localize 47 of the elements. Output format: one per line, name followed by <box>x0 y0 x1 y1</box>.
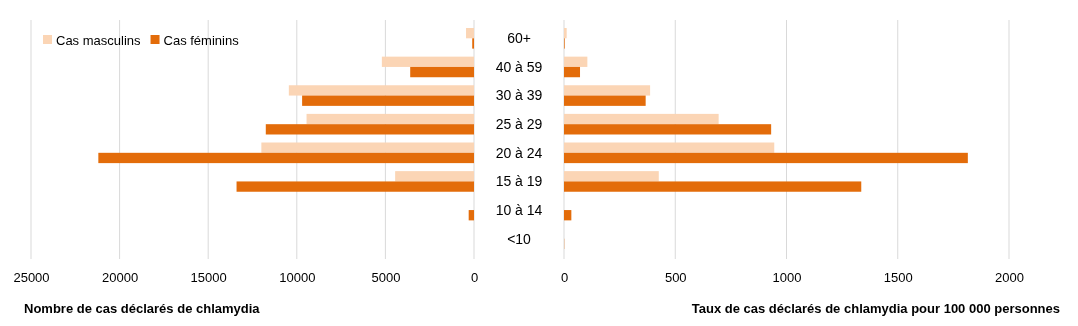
legend-label: Cas féminins <box>163 32 240 48</box>
y-tick-label: 10 à 14 <box>495 201 543 218</box>
x-tick-label: 20000 <box>102 270 139 286</box>
legend-label: Cas masculins <box>56 32 142 48</box>
x-tick-label: 1500 <box>883 270 913 286</box>
bar <box>564 142 775 153</box>
bar <box>306 113 474 125</box>
bar <box>564 56 588 67</box>
x-tick-label: 500 <box>664 270 687 286</box>
x-axis-title: Taux de cas déclarés de chlamydia pour 100 000 personnes <box>691 301 1060 316</box>
bar <box>564 124 772 135</box>
x-tick-label: 2000 <box>995 270 1024 286</box>
bar <box>564 28 567 39</box>
bar <box>564 210 572 221</box>
y-tick-label: 60+ <box>507 30 531 47</box>
y-tick-label: 20 à 24 <box>495 144 543 161</box>
x-tick-label: 10000 <box>279 270 316 286</box>
x-tick-label: 5000 <box>371 270 401 286</box>
bar <box>564 66 581 78</box>
y-tick-label: <10 <box>507 230 532 247</box>
bar <box>564 181 862 192</box>
y-tick-label: 25 à 29 <box>495 116 543 133</box>
bar <box>265 124 474 135</box>
bar <box>395 171 474 182</box>
y-tick-label: 15 à 19 <box>495 173 543 190</box>
bar <box>381 56 474 67</box>
bar <box>564 152 968 164</box>
bar <box>236 181 474 192</box>
bar <box>261 142 474 153</box>
bar <box>564 85 651 96</box>
bar <box>98 152 474 164</box>
x-tick-label: 0 <box>470 270 479 286</box>
bar <box>288 85 474 96</box>
bar <box>466 28 474 39</box>
bar <box>410 66 474 78</box>
bar <box>564 171 659 182</box>
bar <box>564 113 719 125</box>
x-axis-title: Nombre de cas déclarés de chlamydia <box>24 301 261 316</box>
bar <box>302 95 474 106</box>
bar <box>468 210 474 221</box>
x-tick-label: 25000 <box>13 270 50 286</box>
x-tick-label: 0 <box>560 270 569 286</box>
y-tick-label: 30 à 39 <box>495 87 543 104</box>
x-tick-label: 15000 <box>190 270 227 286</box>
x-tick-label: 1000 <box>772 270 802 286</box>
y-tick-label: 40 à 59 <box>495 58 543 75</box>
bar <box>564 95 646 106</box>
